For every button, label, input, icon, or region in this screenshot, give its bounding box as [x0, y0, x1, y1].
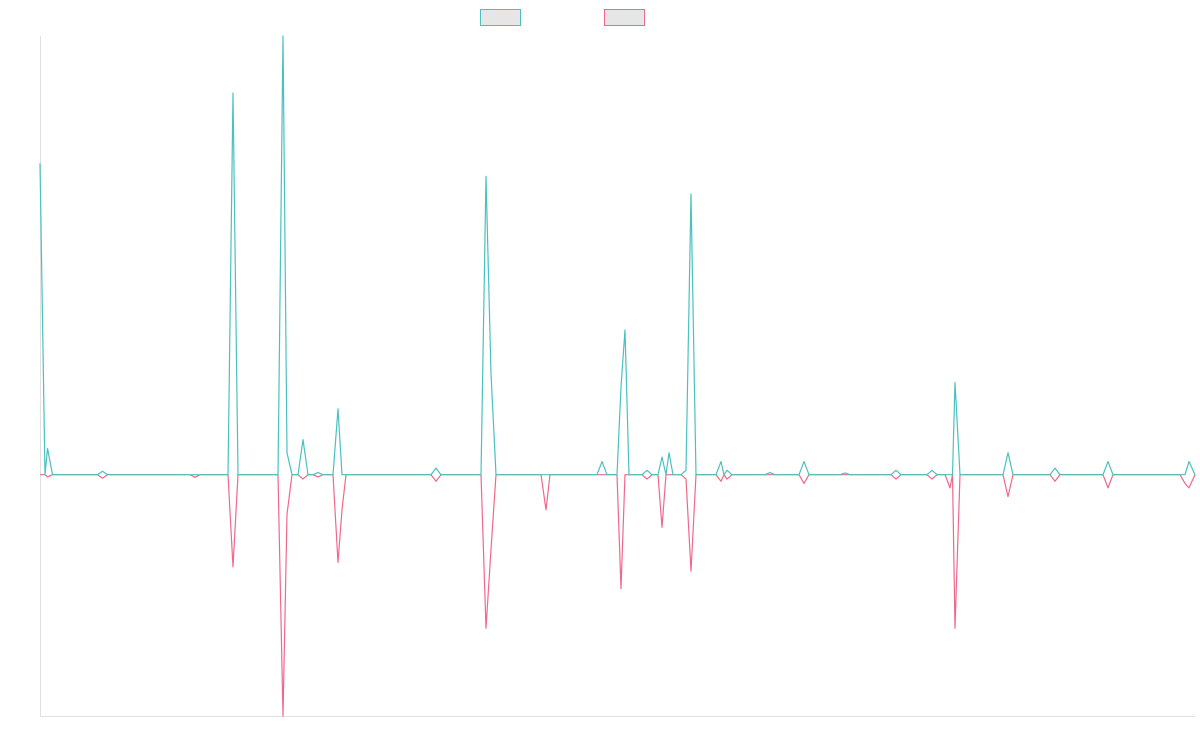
legend-swatch[interactable] — [480, 9, 521, 26]
series-line — [40, 474, 1196, 717]
series-line — [39, 35, 1196, 476]
legend-swatch[interactable] — [604, 9, 645, 26]
